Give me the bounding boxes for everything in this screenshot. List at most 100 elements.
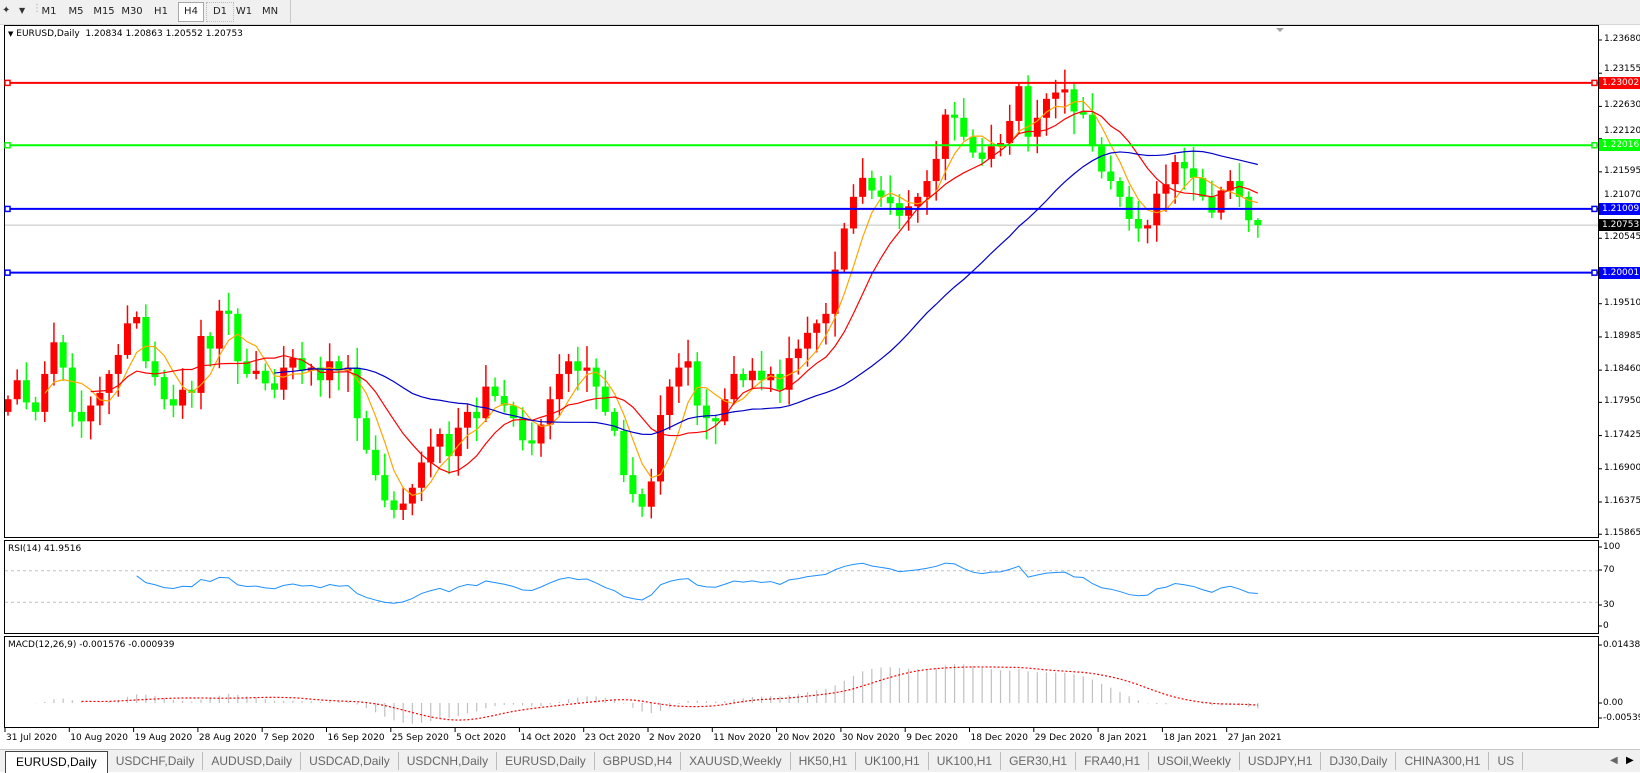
chart-tab[interactable]: USDCAD,Daily bbox=[301, 752, 399, 770]
candle[interactable] bbox=[1070, 81, 1078, 135]
candle[interactable] bbox=[712, 414, 720, 445]
candle[interactable] bbox=[684, 339, 692, 386]
candle[interactable] bbox=[840, 222, 848, 274]
timeframe-button-m1[interactable]: M1 bbox=[41, 6, 57, 17]
candle[interactable] bbox=[32, 396, 40, 421]
chart-tab[interactable]: USDCNH,Daily bbox=[399, 752, 498, 770]
candle[interactable] bbox=[114, 344, 122, 397]
candle[interactable] bbox=[473, 397, 481, 441]
candle[interactable] bbox=[335, 355, 343, 391]
candle[interactable] bbox=[1042, 93, 1050, 136]
candle[interactable] bbox=[1015, 82, 1023, 135]
candle[interactable] bbox=[960, 98, 968, 141]
candle[interactable] bbox=[1088, 93, 1096, 152]
candle[interactable] bbox=[142, 304, 150, 369]
candle[interactable] bbox=[1098, 137, 1106, 179]
candle[interactable] bbox=[509, 401, 517, 427]
candle[interactable] bbox=[179, 368, 187, 419]
candle[interactable] bbox=[592, 358, 600, 410]
candle[interactable] bbox=[1171, 154, 1179, 204]
timeframe-button-m15[interactable]: M15 bbox=[93, 6, 115, 17]
chart-tab[interactable]: UK100,H1 bbox=[929, 752, 1002, 770]
macd-panel[interactable] bbox=[4, 636, 1599, 728]
chart-tab[interactable]: EURUSD,Daily bbox=[497, 752, 595, 770]
candle[interactable] bbox=[923, 170, 931, 215]
candle[interactable] bbox=[767, 366, 775, 392]
dropdown-arrow-icon[interactable]: ▼ bbox=[19, 6, 26, 15]
candle[interactable] bbox=[197, 319, 205, 410]
candle[interactable] bbox=[316, 356, 324, 397]
horizontal-level-line[interactable] bbox=[4, 205, 1598, 213]
candle[interactable] bbox=[601, 370, 609, 416]
timeframe-button-h1[interactable]: H1 bbox=[154, 6, 168, 17]
candle[interactable] bbox=[638, 488, 646, 517]
chart-tab[interactable]: USDCHF,Daily bbox=[108, 752, 204, 770]
candle[interactable] bbox=[206, 332, 214, 367]
candle[interactable] bbox=[1107, 155, 1115, 190]
candle[interactable] bbox=[271, 368, 279, 399]
candle[interactable] bbox=[831, 251, 839, 337]
candle[interactable] bbox=[1162, 164, 1170, 212]
candle[interactable] bbox=[105, 370, 113, 415]
candle[interactable] bbox=[905, 190, 913, 231]
candle[interactable] bbox=[629, 457, 637, 503]
candle[interactable] bbox=[1180, 147, 1188, 190]
level-handle-right[interactable] bbox=[1591, 79, 1598, 87]
candle[interactable] bbox=[583, 346, 591, 392]
rsi-panel[interactable] bbox=[4, 540, 1599, 634]
level-handle-right[interactable] bbox=[1591, 205, 1598, 213]
candle[interactable] bbox=[133, 311, 141, 329]
candle[interactable] bbox=[151, 341, 159, 386]
collapse-arrow-icon[interactable]: ▼ bbox=[8, 30, 14, 38]
candle[interactable] bbox=[1254, 218, 1262, 238]
candle[interactable] bbox=[381, 453, 389, 508]
main-chart-panel[interactable] bbox=[4, 25, 1599, 538]
timeframe-button-m5[interactable]: M5 bbox=[68, 6, 84, 17]
candle[interactable] bbox=[353, 347, 361, 441]
candle[interactable] bbox=[298, 341, 306, 385]
candle[interactable] bbox=[427, 428, 435, 478]
candle[interactable] bbox=[390, 491, 398, 519]
candle[interactable] bbox=[804, 316, 812, 367]
chart-tab[interactable]: GBPUSD,H4 bbox=[595, 752, 682, 770]
candle[interactable] bbox=[822, 302, 830, 345]
candle[interactable] bbox=[574, 346, 582, 391]
candle[interactable] bbox=[555, 354, 563, 416]
candle[interactable] bbox=[859, 158, 867, 204]
candle[interactable] bbox=[1116, 177, 1124, 207]
candle[interactable] bbox=[464, 404, 471, 449]
candle[interactable] bbox=[794, 339, 802, 375]
candle[interactable] bbox=[50, 322, 58, 386]
candle[interactable] bbox=[68, 353, 76, 427]
candle[interactable] bbox=[1226, 170, 1234, 200]
candle[interactable] bbox=[868, 170, 876, 200]
chart-tab[interactable]: GER30,H1 bbox=[1001, 752, 1077, 770]
candle[interactable] bbox=[326, 343, 334, 399]
candle[interactable] bbox=[252, 351, 260, 380]
candle[interactable] bbox=[1190, 146, 1198, 201]
chart-tab[interactable]: HK50,H1 bbox=[791, 752, 857, 770]
horizontal-level-line[interactable] bbox=[4, 269, 1598, 276]
candle[interactable] bbox=[1079, 97, 1087, 119]
chart-tab[interactable]: USDJPY,H1 bbox=[1240, 752, 1322, 770]
candle[interactable] bbox=[721, 388, 729, 426]
candle[interactable] bbox=[362, 410, 370, 454]
level-handle-left[interactable] bbox=[4, 141, 11, 149]
chart-tab[interactable]: DJ30,Daily bbox=[1321, 752, 1397, 770]
candle[interactable] bbox=[169, 384, 177, 418]
candle[interactable] bbox=[445, 421, 453, 475]
candle[interactable] bbox=[813, 319, 821, 353]
candle[interactable] bbox=[225, 292, 233, 336]
candle[interactable] bbox=[666, 379, 674, 430]
candle[interactable] bbox=[399, 487, 407, 521]
timeframe-button-h4[interactable]: H4 bbox=[178, 2, 204, 22]
horizontal-level-line[interactable] bbox=[4, 141, 1598, 149]
candle[interactable] bbox=[656, 395, 664, 495]
candle[interactable] bbox=[776, 359, 784, 404]
chart-tab[interactable]: UK100,H1 bbox=[856, 752, 929, 770]
crosshair-tool-icon[interactable]: ✦ bbox=[2, 5, 11, 16]
candle[interactable] bbox=[372, 435, 380, 481]
timeframe-button-m30[interactable]: M30 bbox=[121, 6, 143, 17]
level-handle-left[interactable] bbox=[4, 79, 11, 87]
candle[interactable] bbox=[951, 101, 959, 141]
